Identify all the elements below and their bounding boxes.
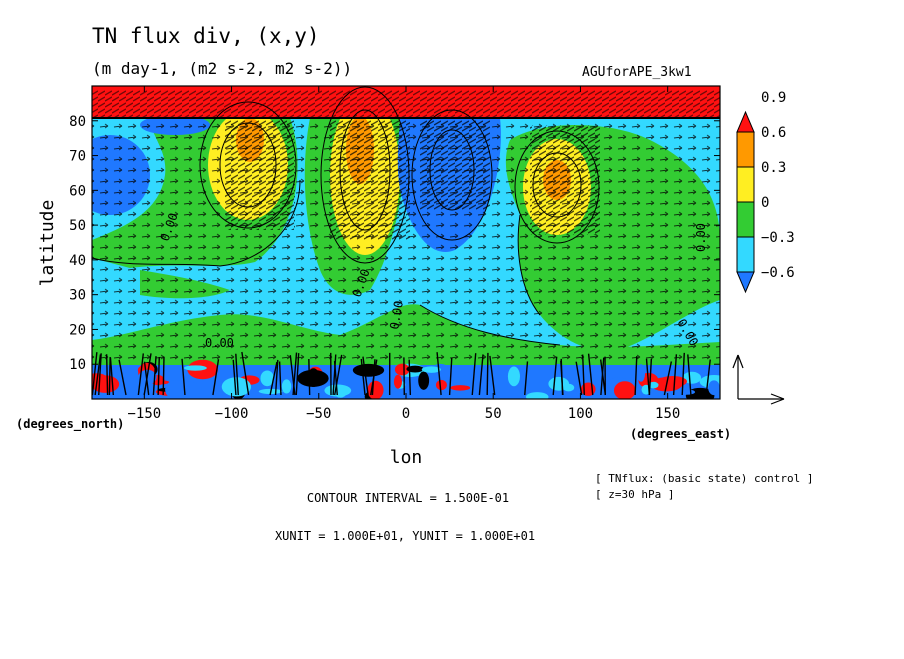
colorbar-box: [737, 237, 754, 272]
y-tick-label: 10: [69, 357, 86, 373]
noise-blob: [637, 364, 645, 381]
x-tick-label: 100: [568, 406, 593, 422]
x-tick-label: −50: [306, 406, 331, 422]
colorbar-label: −0.6: [761, 265, 795, 281]
noise-blob: [450, 385, 470, 390]
x-axis-title: lon: [390, 447, 423, 468]
noise-blob: [184, 365, 207, 370]
vector-units: XUNIT = 1.000E+01, YUNIT = 1.000E+01: [275, 529, 535, 543]
colorbar-label: −0.3: [761, 230, 795, 246]
vector-field-dense-2: [330, 120, 410, 240]
noise-blob: [394, 375, 402, 389]
x-tick-label: 50: [485, 406, 502, 422]
noise-blob: [353, 364, 384, 377]
colorbar-box: [737, 167, 754, 202]
vector-field-polar: [92, 90, 720, 118]
colorbar-extend-min: [737, 272, 754, 292]
noise-blob: [548, 377, 569, 391]
colorbar-extend-max: [737, 112, 754, 132]
y-tick-label: 80: [69, 114, 86, 130]
noise-blob: [677, 389, 695, 394]
y-axis-title: latitude: [37, 200, 58, 287]
noise-blob: [581, 383, 596, 396]
contour-label: 0.00: [205, 336, 234, 350]
reference-vector: [733, 355, 784, 404]
vector-field-dense-1: [225, 120, 295, 230]
y-tick-label: 70: [69, 149, 86, 165]
chart-subtitle: (m day-1, (m2 s-2, m2 s-2)): [92, 59, 352, 78]
note-control: [ TNflux: (basic state) control ]: [595, 472, 814, 485]
run-label: AGUforAPE_3kw1: [582, 65, 692, 80]
y-tick-label: 30: [69, 288, 86, 304]
noise-blob: [297, 370, 328, 387]
chart-title: TN flux div, (x,y): [92, 24, 320, 48]
noise-blob: [418, 371, 429, 389]
colorbar: −0.6 −0.3 0 0.3 0.6 0.9: [737, 90, 795, 292]
x-tick-label: 150: [655, 406, 680, 422]
x-unit-label: (degrees_east): [630, 427, 731, 442]
y-tick-label: 60: [69, 183, 86, 199]
noise-blob: [708, 380, 720, 395]
noise-blob: [614, 381, 636, 400]
y-unit-label: (degrees_north): [16, 417, 124, 432]
vector-field-dense-4: [530, 125, 600, 235]
x-tick-label: 0: [402, 406, 410, 422]
y-tick-label: 20: [69, 322, 86, 338]
noise-blob: [436, 380, 447, 390]
contour-interval: CONTOUR INTERVAL = 1.500E-01: [307, 491, 509, 505]
noise-blob: [526, 392, 549, 401]
y-tick-label: 40: [69, 253, 86, 269]
colorbar-label: 0.9: [761, 90, 786, 106]
x-tick-label: −100: [215, 406, 249, 422]
colorbar-box: [737, 132, 754, 167]
colorbar-box: [737, 202, 754, 237]
colorbar-label: 0.3: [761, 160, 786, 176]
noise-blob: [121, 384, 140, 397]
plot-area: [70, 86, 729, 404]
note-level: [ z=30 hPa ]: [595, 488, 674, 501]
vector-field-dense-3: [420, 120, 490, 210]
x-tick-label: −150: [127, 406, 161, 422]
colorbar-label: 0: [761, 195, 769, 211]
y-tick-label: 50: [69, 218, 86, 234]
contour-label: 0.00: [694, 223, 708, 252]
colorbar-label: 0.6: [761, 125, 786, 141]
noise-blob: [367, 381, 383, 400]
noise-blob: [282, 379, 292, 393]
noise-blob: [508, 367, 520, 387]
